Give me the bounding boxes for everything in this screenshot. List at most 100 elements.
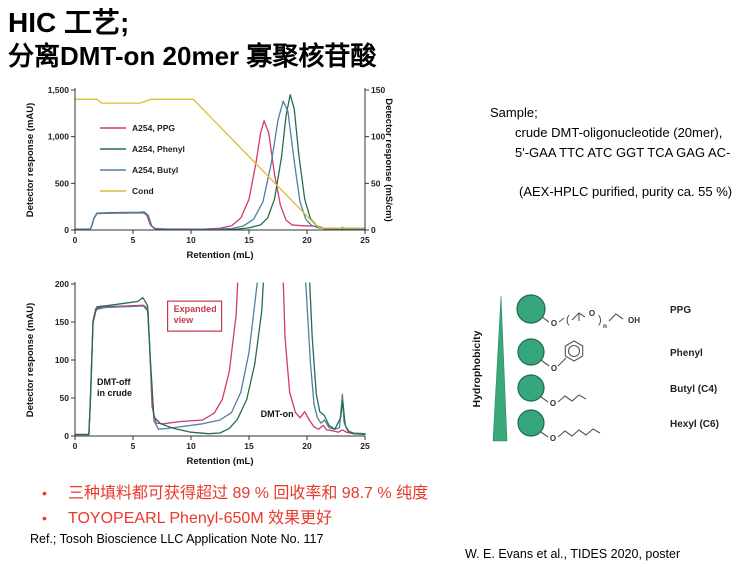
atom-oh: OH: [628, 316, 640, 325]
y-tick-left: 0: [64, 431, 69, 441]
reference-line: Ref.; Tosoh Bioscience LLC Application N…: [30, 532, 324, 546]
x-tick: 0: [73, 235, 78, 245]
left-axis-title: Detector response (mAU): [25, 303, 36, 418]
bullet-dot-icon: •: [42, 510, 47, 526]
hydrophobicity-label: Hydrophobicity: [471, 330, 483, 407]
x-tick: 5: [131, 235, 136, 245]
ligand-row-butyl: O Butyl (C4): [517, 374, 717, 408]
atom-o: O: [551, 364, 557, 373]
sample-heading: Sample;: [490, 105, 538, 120]
chart-annotation: in crude: [97, 388, 132, 398]
x-tick: 25: [360, 235, 370, 245]
ligand-row-hexyl: O Hexyl (C6): [517, 409, 719, 443]
resin-bead-icon: [516, 294, 546, 324]
bullet-recovery-purity: • 三种填料都可获得超过 89 % 回收率和 98.7 % 纯度: [30, 481, 428, 506]
x-tick: 25: [360, 441, 370, 451]
legend-label: A254, PPG: [132, 123, 175, 133]
bullet-dot-icon: •: [42, 485, 47, 501]
y-tick-right: 100: [371, 132, 385, 142]
y-tick-left: 500: [55, 178, 69, 188]
chart-annotation: DMT-off: [97, 377, 131, 387]
y-tick-left: 150: [55, 317, 69, 327]
chain: [608, 313, 624, 322]
series-A254, Phenyl: [75, 282, 366, 436]
x-tick: 5: [131, 441, 136, 451]
title-line-1: HIC 工艺;: [8, 7, 130, 38]
legend-label: Cond: [132, 186, 154, 196]
bullet-toyopearl: • TOYOPEARL Phenyl-650M 效果更好: [30, 506, 428, 531]
butyl-chain-icon: [557, 394, 587, 403]
y-tick-left: 50: [60, 393, 70, 403]
hydrophobicity-wedge-icon: [492, 295, 508, 442]
ligand-row-phenyl: O Phenyl: [517, 338, 703, 373]
y-tick-left: 200: [55, 279, 69, 289]
left-axis-title: Detector response (mAU): [25, 103, 36, 218]
series-A254, PPG: [75, 282, 366, 436]
ligand-row-ppg: O ( O ) n OH PPG: [516, 294, 691, 330]
atom-o: O: [550, 434, 556, 443]
x-tick: 20: [302, 441, 312, 451]
chart-annotation: view: [174, 315, 195, 325]
legend-label: A254, Phenyl: [132, 144, 185, 154]
atom-o: O: [550, 399, 556, 408]
x-tick: 15: [244, 235, 254, 245]
bond: [540, 359, 550, 367]
paren-close: ): [598, 314, 602, 326]
x-axis-title: Retention (mL): [186, 456, 253, 467]
ligand-label-butyl: Butyl (C4): [670, 384, 717, 395]
ligand-label-hexyl: Hexyl (C6): [670, 419, 719, 430]
bond: [541, 316, 550, 323]
ligand-label-ppg: PPG: [670, 305, 691, 316]
series-A254, Butyl: [75, 282, 366, 436]
sample-description: Sample; crude DMT-oligonucleotide (20mer…: [490, 103, 732, 202]
ligand-diagram: Hydrophobicity O ( O ) n OH PPG O Phenyl: [471, 294, 719, 443]
top-chromatogram-chart: 0 5 10 15 20 2505001,0001,500050100150Detecto…: [25, 85, 394, 261]
annotation-box: [167, 300, 223, 332]
y-tick-left: 0: [64, 225, 69, 235]
y-tick-right: 50: [371, 178, 381, 188]
bond: [540, 431, 549, 438]
bullet-text: TOYOPEARL Phenyl-650M 效果更好: [68, 510, 333, 527]
y-tick-left: 1,000: [48, 132, 70, 142]
resin-bead-icon: [517, 338, 545, 366]
title-line-2: 分离DMT-on 20mer 寡聚核苷酸: [8, 40, 377, 71]
bond: [558, 317, 565, 323]
conclusion-bullets: • 三种填料都可获得超过 89 % 回收率和 98.7 % 纯度 • TOYOP…: [30, 481, 428, 531]
x-tick: 10: [186, 235, 196, 245]
x-tick: 10: [186, 441, 196, 451]
series-Cond: [75, 98, 366, 229]
sample-line-1: crude DMT-oligonucleotide (20mer),: [515, 125, 723, 140]
y-tick-right: 0: [371, 225, 376, 235]
legend-label: A254, Butyl: [132, 165, 178, 175]
y-tick-left: 1,500: [48, 85, 70, 95]
subscript-n: n: [603, 323, 607, 330]
expanded-chromatogram-chart: 0 5 10 15 20 25 0 50 100 150 200 Retention (mL) Dete…: [25, 279, 370, 467]
x-tick: 20: [302, 235, 312, 245]
bullet-text: 三种填料都可获得超过 89 % 回收率和 98.7 % 纯度: [68, 485, 429, 502]
benzene-inner-circle: [567, 344, 581, 358]
bond: [540, 396, 549, 403]
y-tick-right: 150: [371, 85, 385, 95]
series-A254, Phenyl: [75, 94, 366, 231]
sample-line-3: (AEX-HPLC purified, purity ca. 55 %): [519, 184, 733, 199]
page-title: HIC 工艺; 分离DMT-on 20mer 寡聚核苷酸: [8, 6, 376, 72]
x-tick: 15: [244, 441, 254, 451]
paren-open: (: [566, 314, 570, 326]
y-tick-left: 100: [55, 355, 69, 365]
resin-bead-icon: [517, 374, 545, 402]
resin-bead-icon: [517, 409, 545, 437]
atom-o: O: [589, 309, 595, 318]
hexyl-chain-icon: [557, 428, 601, 438]
x-tick: 0: [73, 441, 78, 451]
ligand-label-phenyl: Phenyl: [670, 348, 703, 359]
chart-annotation: Expanded: [174, 304, 217, 314]
right-axis-title: Detector response (mS/cm): [383, 98, 394, 222]
chart-annotation: DMT-on: [261, 409, 294, 419]
bond: [557, 357, 567, 367]
sample-line-2: 5'-GAA TTC ATC GGT TCA GAG AC-: [515, 145, 731, 160]
sample-spacer: [490, 163, 732, 182]
series-A254, Butyl: [75, 100, 366, 231]
benzene-ring-icon: [564, 340, 584, 362]
citation-line: W. E. Evans et al., TIDES 2020, poster: [465, 547, 681, 561]
